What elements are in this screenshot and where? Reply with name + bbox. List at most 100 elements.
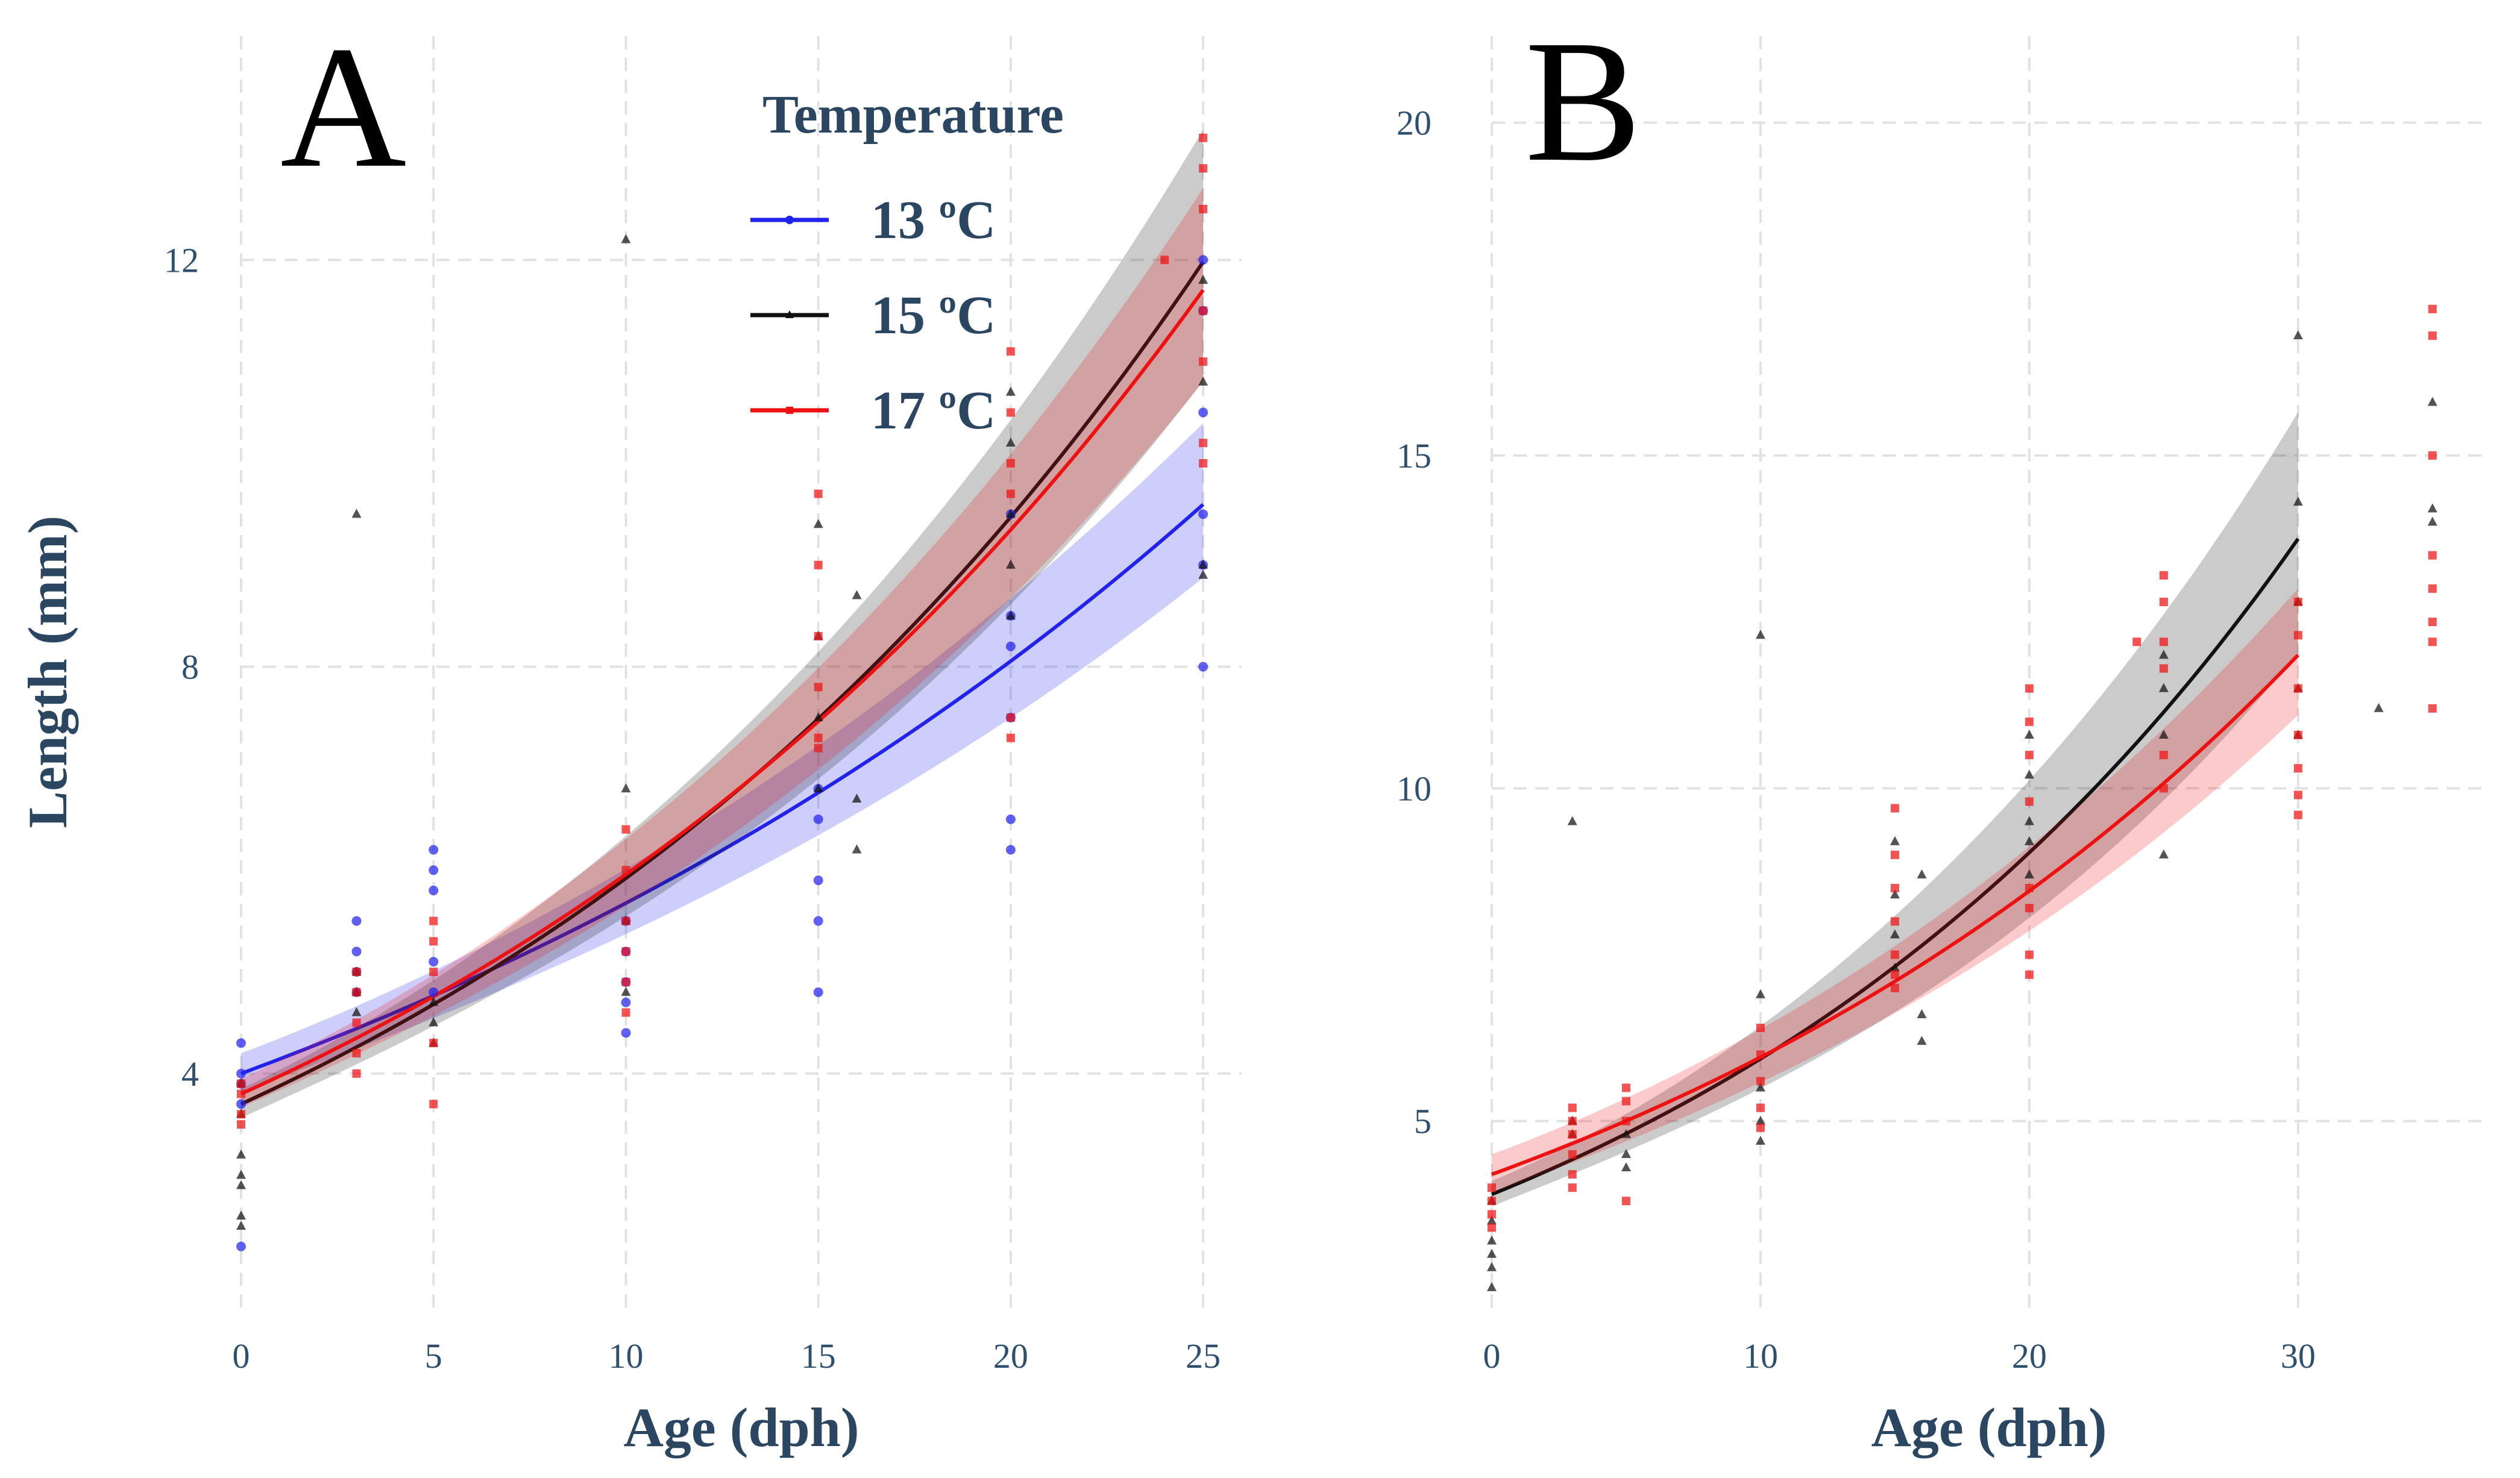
- panel-a-y-tick-label: 12: [164, 240, 199, 280]
- panel-b-point-15c: [1890, 889, 1900, 899]
- panel-a-point-15c: [236, 1220, 246, 1230]
- panel-a-point-15c: [429, 997, 439, 1006]
- panel-b-point-17c: [1890, 804, 1899, 813]
- panel-b-point-15c: [2427, 516, 2437, 526]
- panel-b-point-17c: [2293, 631, 2302, 640]
- panel-b-point-15c: [2293, 496, 2303, 506]
- panel-a-point-13c: [351, 947, 362, 957]
- panel-a-point-17c: [1006, 408, 1015, 417]
- panel-b-point-17c: [2159, 637, 2168, 647]
- panel-b-point-17c: [2159, 784, 2168, 793]
- panel-b-point-17c: [2025, 717, 2034, 726]
- panel-b-point-17c: [2293, 598, 2302, 607]
- panel-b-point-15c: [1917, 1036, 1927, 1045]
- panel-b-point-17c: [2293, 730, 2302, 739]
- panel-b-point-15c: [2158, 729, 2169, 739]
- panel-b-point-17c: [1488, 1197, 1496, 1206]
- legend-title: Temperature: [762, 85, 1064, 145]
- panel-b-point-17c: [2025, 751, 2034, 760]
- panel-a-point-15c: [621, 234, 631, 243]
- panel-b-point-17c: [1621, 1197, 1630, 1206]
- legend-key-marker: [785, 310, 794, 318]
- panel-b-y-tick-label: 10: [1397, 769, 1431, 808]
- legend-label: 15 ºC: [871, 286, 996, 345]
- panel-a-point-15c: [351, 509, 362, 518]
- panel-a-point-13c: [236, 1038, 246, 1048]
- panel-a-point-17c: [1199, 306, 1208, 315]
- panel-a-point-13c: [429, 957, 439, 967]
- panel-b-point-15c: [2374, 703, 2384, 712]
- panel-b-point-15c: [2024, 869, 2034, 878]
- panel-a-point-13c: [236, 1068, 246, 1079]
- panel-b-band-15c: [1492, 412, 2298, 1207]
- panel-b-point-17c: [1621, 1097, 1630, 1106]
- panel-a-point-15c: [236, 1180, 246, 1189]
- panel-a-point-17c: [814, 489, 823, 498]
- panel-b-point-15c: [1621, 1129, 1631, 1138]
- panel-b-point-17c: [1890, 983, 1899, 992]
- panel-a-point-17c: [237, 1110, 245, 1119]
- panel-b-point-15c: [1917, 1009, 1927, 1018]
- panel-b-point-15c: [1755, 989, 1765, 998]
- panel-a-point-17c: [1006, 347, 1015, 356]
- panel-b-y-tick-label: 20: [1397, 104, 1431, 143]
- panel-a-point-17c: [1006, 733, 1015, 742]
- panel-a-point-15c: [1005, 610, 1016, 620]
- panel-b-point-15c: [2024, 729, 2034, 739]
- panel-a-x-tick-label: 5: [425, 1336, 442, 1376]
- panel-a-point-13c: [236, 1241, 246, 1251]
- panel-a-point-13c: [1198, 407, 1208, 418]
- panel-a-x-axis-title: Age (dph): [623, 1397, 859, 1458]
- panel-a-point-17c: [621, 916, 630, 925]
- panel-a-point-13c: [351, 916, 362, 926]
- panel-a-point-17c: [1199, 439, 1208, 448]
- panel-b-point-17c: [2159, 571, 2168, 580]
- panel-b-point-17c: [1568, 1150, 1577, 1159]
- panel-a-point-15c: [1198, 559, 1208, 569]
- panel-b-point-15c: [2427, 396, 2437, 406]
- panel-b-point-15c: [2024, 836, 2034, 845]
- panel-a-point-15c: [852, 844, 862, 854]
- panel-a-point-15c: [351, 1007, 362, 1016]
- panel-b-point-15c: [1487, 1262, 1497, 1271]
- panel-a: 0 5 10 15 20 25 4 8 12 Age (dph) Length (mm) A Tempe…: [17, 10, 1242, 1458]
- panel-a-point-17c: [621, 866, 630, 875]
- panel-b: 0 10 20 30 5 10 15 20 Age (dph) B: [1397, 4, 2486, 1458]
- panel-a-points-17c: [237, 133, 1208, 1129]
- panel-a-point-13c: [813, 916, 823, 926]
- panel-a-point-13c: [1198, 509, 1208, 519]
- panel-b-point-17c: [1756, 1123, 1765, 1132]
- panel-b-point-17c: [1568, 1183, 1577, 1192]
- panel-b-point-15c: [1487, 1235, 1497, 1245]
- panel-a-point-15c: [621, 783, 631, 793]
- panel-a-point-13c: [1198, 255, 1208, 265]
- legend-key-marker: [785, 216, 794, 224]
- legend-key-marker: [786, 407, 793, 414]
- panel-b-point-17c: [1890, 950, 1899, 959]
- panel-a-y-tick-label: 8: [181, 648, 199, 687]
- panel-a-point-17c: [1199, 164, 1208, 173]
- panel-b-point-15c: [1621, 1148, 1631, 1158]
- panel-a-point-17c: [429, 1039, 438, 1048]
- panel-a-letter: A: [280, 10, 406, 204]
- panel-a-point-17c: [1199, 459, 1208, 468]
- panel-b-point-17c: [2025, 970, 2034, 979]
- panel-b-point-17c: [2025, 950, 2034, 959]
- panel-a-point-17c: [429, 967, 438, 976]
- panel-b-point-17c: [2025, 684, 2034, 693]
- panel-a-point-15c: [236, 1170, 246, 1179]
- panel-b-x-tick-label: 0: [1483, 1336, 1501, 1376]
- panel-b-point-15c: [1755, 630, 1765, 639]
- panel-a-x-tick-label: 20: [993, 1336, 1028, 1376]
- panel-a-point-17c: [814, 631, 823, 640]
- panel-a-y-tick-label: 4: [181, 1054, 199, 1094]
- panel-a-point-17c: [1199, 357, 1208, 366]
- panel-a-point-17c: [237, 1079, 245, 1088]
- panel-a-point-13c: [429, 885, 439, 895]
- panel-b-y-tick-label: 5: [1414, 1102, 1431, 1141]
- panel-b-point-17c: [1568, 1116, 1577, 1126]
- panel-b-points-17c: [1488, 304, 2437, 1232]
- panel-a-point-17c: [1006, 489, 1015, 498]
- panel-b-point-15c: [1487, 1215, 1497, 1225]
